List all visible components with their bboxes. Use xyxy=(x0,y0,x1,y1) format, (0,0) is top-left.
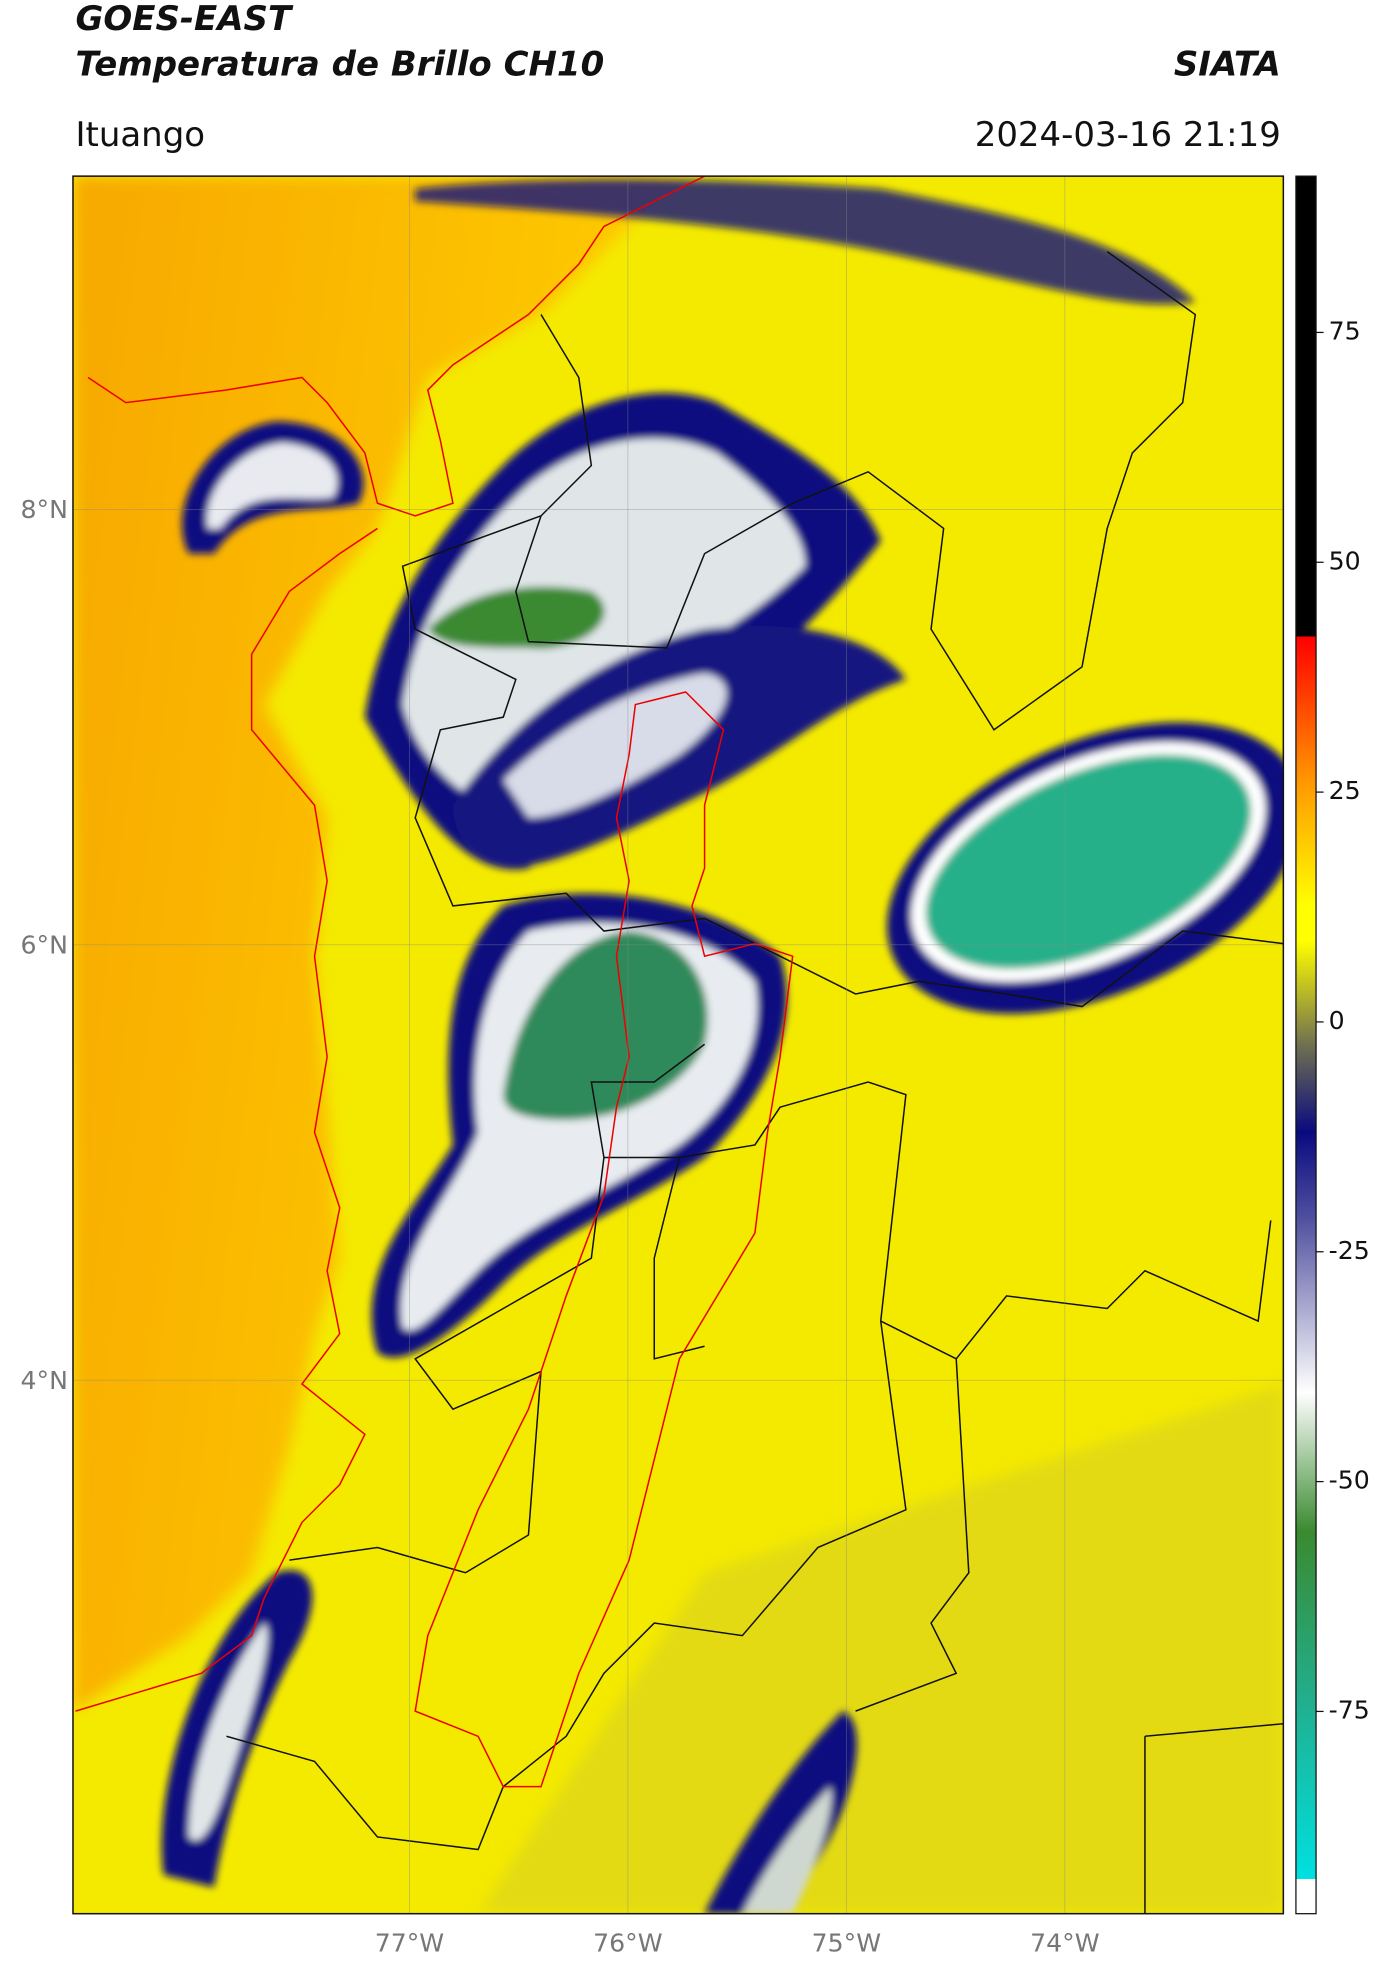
colorbar-tick-label: 0 xyxy=(1329,1006,1345,1035)
y-tick-label: 6°N xyxy=(21,931,68,960)
map-image xyxy=(72,176,1284,1914)
title: GOES-EAST xyxy=(75,0,293,39)
map-frame xyxy=(72,175,1285,1915)
x-tick-label: 74°W xyxy=(1030,1928,1100,1957)
colorbar-tick-label: -50 xyxy=(1329,1466,1370,1495)
x-tick-label: 75°W xyxy=(812,1928,882,1957)
x-tick-label: 76°W xyxy=(593,1928,663,1957)
grid xyxy=(72,176,1284,1914)
colorbar-tick-label: -25 xyxy=(1329,1236,1370,1265)
location: Ituango xyxy=(75,115,205,155)
subtitle: Temperatura de Brillo CH10 xyxy=(75,44,604,84)
organization: SIATA xyxy=(1174,44,1281,84)
colorbar-ticks: -75 -50 -25 0 25 50 75 xyxy=(1316,316,1370,1724)
datetime: 2024-03-16 21:19 xyxy=(975,115,1281,155)
colorbar-tick-label: 75 xyxy=(1329,316,1361,345)
colorbar-tick-label: 50 xyxy=(1329,546,1361,575)
y-tick-label: 8°N xyxy=(21,495,68,524)
colorbar-tick-label: -75 xyxy=(1329,1695,1370,1724)
y-tick-label: 4°N xyxy=(21,1366,68,1395)
colorbar xyxy=(1295,175,1317,1915)
x-tick-label: 77°W xyxy=(375,1928,445,1957)
colorbar-tick-label: 25 xyxy=(1329,776,1361,805)
